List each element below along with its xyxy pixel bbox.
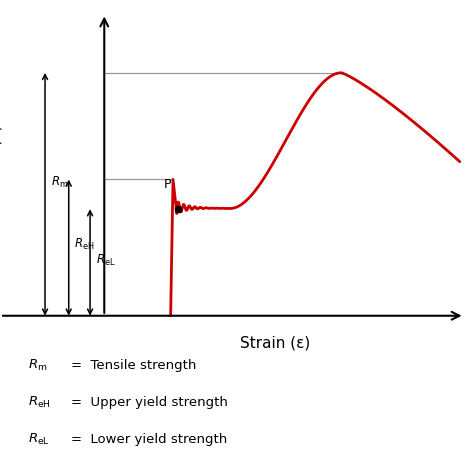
- Text: Stress (σ): Stress (σ): [0, 125, 3, 199]
- Text: P: P: [164, 178, 171, 191]
- Text: =  Lower yield strength: = Lower yield strength: [71, 433, 228, 446]
- Text: =  Tensile strength: = Tensile strength: [71, 359, 197, 372]
- Text: $R_{\rm eL}$: $R_{\rm eL}$: [28, 432, 50, 447]
- Text: Strain (ε): Strain (ε): [240, 335, 310, 350]
- Text: $R_{\rm m}$: $R_{\rm m}$: [28, 358, 48, 372]
- Text: =  Upper yield strength: = Upper yield strength: [71, 396, 228, 409]
- Text: $R_{\rm eH}$: $R_{\rm eH}$: [28, 395, 51, 410]
- Text: $R_{\rm eH}$: $R_{\rm eH}$: [74, 237, 95, 252]
- Text: $R_{\rm eL}$: $R_{\rm eL}$: [96, 253, 116, 268]
- Text: $R_{\rm m}$: $R_{\rm m}$: [51, 174, 68, 190]
